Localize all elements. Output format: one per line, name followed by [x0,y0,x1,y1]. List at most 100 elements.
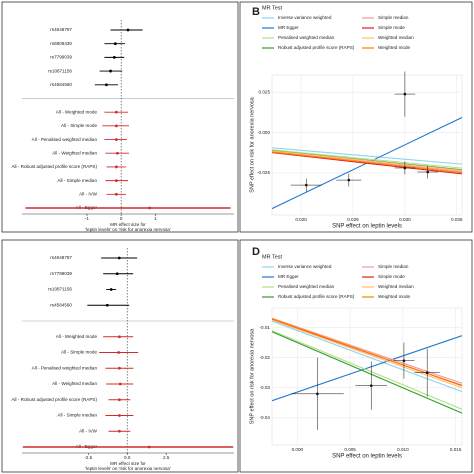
estimate-point [114,110,118,114]
legend-label: Weighted mode [378,45,411,50]
row-label: rs7799039 [50,271,72,276]
snp-point [369,384,373,387]
estimate-point [117,256,121,260]
row-label: All - Simple median [57,178,97,183]
y-tick-label: -0.04 [260,415,271,420]
panel-frame [239,239,473,473]
legend-label: Penalised weighted median [278,284,335,289]
x-tick-label: 1 [154,216,157,221]
estimate-point [114,179,118,183]
fit-line [272,331,462,414]
panel-frame [239,1,473,233]
x-tick-label: 0 [120,216,123,221]
row-label: All - Weighted mode [56,109,98,114]
y-tick-label: -0.01 [260,325,271,330]
fit-line [272,147,462,165]
fit-line [272,150,462,171]
fit-line [272,318,462,387]
legend-label: Robust adjusted profile score (RAPS) [278,45,355,50]
estimate-point [116,151,119,155]
x-tick-label: 0.010 [397,447,409,452]
snp-point [316,392,319,396]
estimate-point [115,272,119,276]
fit-line [272,151,462,174]
x-tick-label: 0.0 [124,455,131,460]
snp-point [403,166,407,170]
x-tick-label: 0.020 [295,217,307,222]
fit-line [272,150,462,173]
x-tick-label: 2.5 [163,455,170,460]
legend-label: Simple median [378,15,409,20]
estimate-point [113,42,117,46]
fit-line [272,320,462,393]
legend-label: Weighted mode [378,294,411,299]
row-label: All - IVW [79,192,98,197]
estimate-point [114,165,118,169]
estimate-point [118,414,121,417]
x-tick-label: 0.005 [344,447,356,452]
panel-label: D [252,246,260,258]
legend-label: Simple mode [378,25,405,30]
snp-point [426,170,430,174]
row-label: All - Penalised weighted median [32,365,98,370]
row-label: All - Simple mode [61,350,97,355]
estimate-point [118,366,121,370]
estimate-point [114,124,118,128]
legend-label: Penalised weighted median [278,35,335,40]
legend-label: Simple mode [378,274,405,279]
row-label: rs6809430 [50,41,72,46]
estimate-point [148,206,151,210]
estimate-point [126,28,130,32]
row-label: All - Simple mode [61,123,97,128]
snp-point [403,92,407,96]
y-tick-label: -0.03 [260,385,271,390]
y-tick-label: -0.02 [260,355,271,360]
fit-line [272,330,462,410]
legend-label: Weighted median [378,35,414,40]
x-tick-label: -2.5 [84,455,92,460]
estimate-point [105,303,109,307]
y-tick-label: -0.025 [257,170,270,175]
x-axis-label: MR effect size for [110,461,146,466]
panel-frame [1,239,239,473]
y-axis-label: SNP effect on risk for anorexia nervosa [249,96,255,192]
x-tick-label: -1 [85,216,90,221]
y-tick-label: 0.000 [259,130,271,135]
estimate-point [114,192,118,196]
row-label: All - Weighted median [52,381,97,386]
legend-label: Robust adjusted profile score (RAPS) [278,294,355,299]
row-label: All - IVW [79,428,98,433]
legend-label: Simple median [378,264,409,269]
estimate-point [118,429,121,433]
row-label: rs10871156 [48,287,72,292]
y-tick-label: 0.025 [259,89,271,94]
x-axis-label: SNP effect on leptin levels [332,454,402,460]
row-label: All - Weighted median [52,150,97,155]
snp-point [402,359,406,362]
row-label: All - Penalised weighted median [32,137,98,142]
legend-title: MR Test [262,254,283,260]
fit-lines [272,317,462,414]
fit-lines [272,116,462,210]
legend-label: MR Egger [278,25,299,30]
row-label: All - Simple median [57,413,97,418]
x-axis-label: 'leptin levels' on 'risk for anorexia ne… [85,466,171,471]
x-axis-label: 'leptin levels' on 'risk for anorexia ne… [85,227,171,232]
estimate-point [112,55,116,59]
snp-point [425,371,429,375]
snp-point [347,178,351,182]
legend-label: MR Egger [278,274,299,279]
row-label: All - Robust adjusted profile score (RAP… [11,397,97,402]
estimate-point [118,382,122,386]
panel-label: B [252,6,260,18]
estimate-point [109,69,112,73]
estimate-point [118,335,121,339]
y-axis-label: SNP effect on risk for anorexia nervosa [249,328,255,424]
estimate-point [117,351,121,354]
row-label: rs4648787 [50,27,72,32]
estimate-point [118,398,121,402]
panel-frame [1,1,239,233]
legend-label: Inverse variance weighted [278,264,332,269]
estimate-point [147,445,151,449]
